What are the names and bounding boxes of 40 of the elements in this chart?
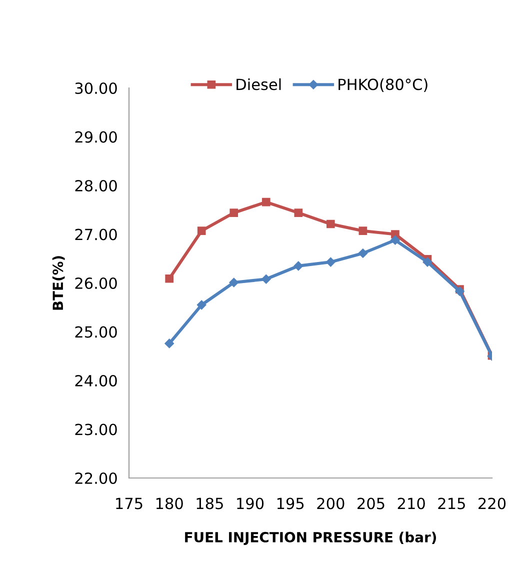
x-tick-label: 210 (398, 498, 425, 510)
y-tick-label: 28.00 (75, 180, 117, 192)
y-tick-label: 29.00 (75, 131, 117, 143)
x-tick-label: 200 (317, 498, 344, 510)
x-tick-label: 220 (478, 498, 506, 510)
x-tick-label: 180 (156, 498, 183, 510)
y-tick-label: 25.00 (75, 326, 117, 338)
y-tick-label: 30.00 (75, 82, 117, 94)
point (390, 235, 400, 245)
x-tick-label: 215 (438, 498, 465, 510)
point (358, 226, 368, 236)
x-axis-title: FUEL INJECTION PRESSURE (bar) (185, 532, 436, 546)
point (422, 257, 432, 267)
point (294, 261, 304, 271)
point (358, 248, 368, 258)
point (197, 226, 206, 236)
y-axis-title: BTE(%) (52, 256, 65, 310)
point (164, 338, 174, 348)
point (262, 198, 270, 206)
point (229, 278, 238, 288)
legend-label: Diesel (236, 78, 281, 90)
point (294, 208, 303, 217)
x-tick-label: 205 (358, 498, 384, 510)
x-tick-label: 195 (277, 498, 304, 510)
point (230, 208, 238, 217)
y-tick-label: 22.00 (75, 472, 117, 484)
point (326, 257, 336, 267)
y-tick-label: 27.00 (75, 228, 117, 240)
point (326, 220, 335, 228)
point (455, 286, 464, 296)
x-tick-label: 175 (116, 498, 142, 510)
y-tick-label: 24.00 (75, 374, 117, 387)
point (196, 300, 206, 310)
x-tick-label: 190 (237, 498, 264, 510)
x-tick-label: 185 (196, 498, 223, 510)
y-tick-label: 26.00 (75, 277, 117, 290)
legend-label: PHKO(80°C) (338, 78, 428, 92)
y-tick-label: 23.00 (75, 424, 117, 436)
point (165, 274, 174, 283)
point (262, 274, 271, 284)
